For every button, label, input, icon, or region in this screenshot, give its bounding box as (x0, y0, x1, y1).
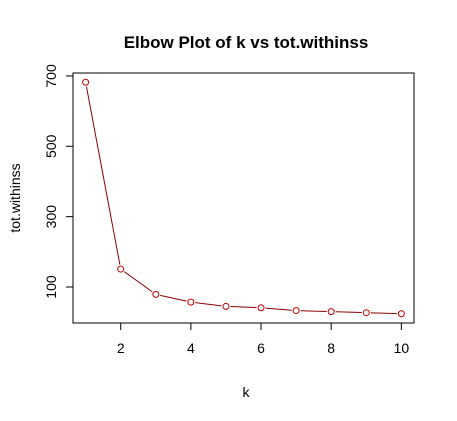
data-point (292, 307, 300, 315)
chart-title: Elbow Plot of k vs tot.withinss (124, 33, 369, 52)
series-line-segment (160, 294, 187, 302)
data-point (327, 308, 335, 316)
x-axis-label: k (243, 384, 251, 400)
data-point (257, 304, 265, 312)
series-line-segment (300, 310, 327, 313)
x-axis: 2 4 6 8 10 (117, 322, 410, 356)
series-line-segment (230, 306, 257, 309)
data-point (152, 290, 160, 298)
data-point (187, 298, 195, 306)
x-tick-label: 8 (327, 340, 335, 356)
series-line-segment (335, 311, 362, 314)
y-tick-label: 100 (43, 275, 59, 299)
data-point (397, 310, 405, 318)
y-axis: 100 300 500 700 (43, 64, 74, 299)
series-line-segment (370, 312, 397, 315)
series-line-segment (124, 271, 153, 293)
series-line-segment (265, 307, 292, 311)
x-tick-label: 4 (187, 340, 195, 356)
data-point (362, 309, 370, 317)
data-series (82, 78, 405, 318)
series-line-segment (195, 302, 222, 307)
y-axis-label: tot.withinss (7, 163, 23, 232)
y-tick-label: 500 (43, 134, 59, 158)
y-tick-label: 700 (43, 64, 59, 88)
x-tick-label: 10 (394, 340, 410, 356)
data-point (222, 302, 230, 310)
data-point (117, 265, 125, 273)
data-point (82, 78, 90, 86)
x-tick-label: 6 (257, 340, 265, 356)
plot-frame (72, 72, 415, 324)
x-tick-label: 2 (117, 340, 125, 356)
series-line-segment (85, 86, 121, 265)
y-tick-label: 300 (43, 205, 59, 229)
